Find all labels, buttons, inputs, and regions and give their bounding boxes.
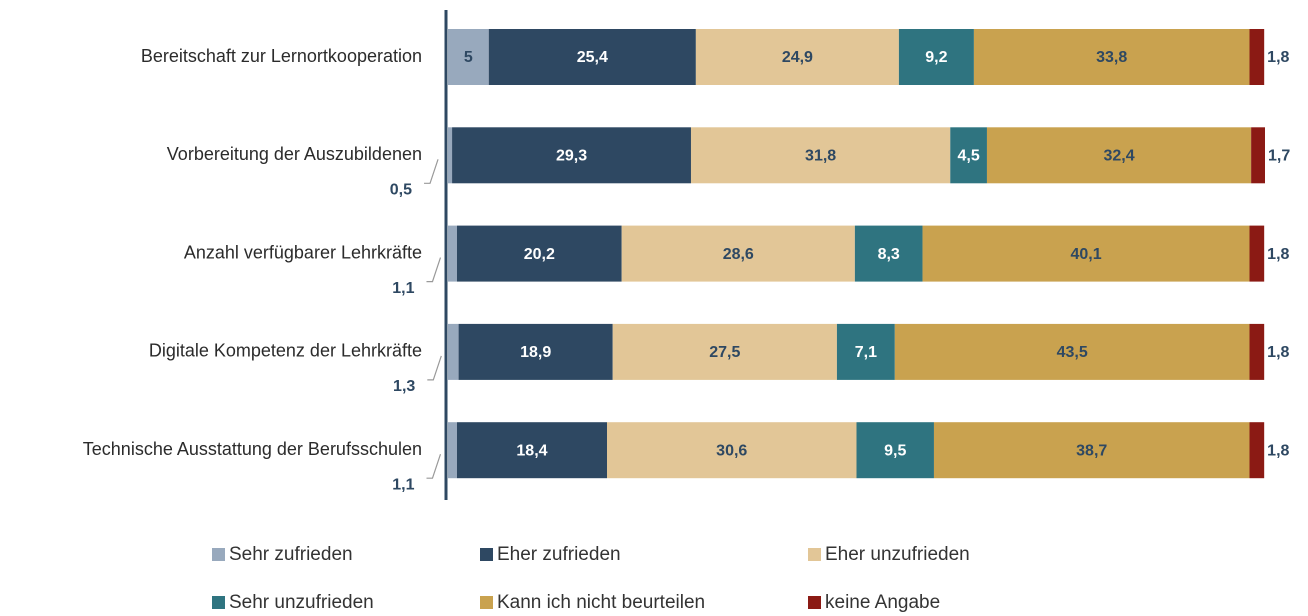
- bar-segment: [690, 127, 951, 184]
- data-label: 1,8: [1267, 344, 1289, 361]
- legend-swatch: [480, 548, 493, 561]
- legend-swatch: [808, 548, 821, 561]
- data-label: 38,7: [1076, 442, 1107, 459]
- legend-label: keine Angabe: [825, 592, 940, 613]
- bar-segment: [448, 127, 453, 184]
- data-label: 43,5: [1057, 344, 1088, 361]
- data-label: 24,9: [782, 49, 813, 66]
- bar-segment: [448, 422, 457, 479]
- data-label: 1,1: [392, 476, 414, 493]
- bar-segment: [898, 29, 974, 85]
- bar-segment: [695, 29, 899, 85]
- bar-segment: [854, 225, 923, 282]
- bar-segment: [856, 422, 934, 479]
- data-label: 1,1: [392, 280, 414, 297]
- data-label: 5: [464, 49, 473, 66]
- legend-swatch: [212, 596, 225, 609]
- legend-swatch: [212, 548, 225, 561]
- data-label: 25,4: [577, 49, 608, 66]
- data-label: 33,8: [1096, 49, 1127, 66]
- bar-segment: [1249, 29, 1265, 85]
- bar-segment: [986, 127, 1252, 184]
- bar-segment: [922, 225, 1250, 282]
- data-label: 0,5: [390, 182, 412, 199]
- data-label: 20,2: [524, 246, 555, 263]
- legend-label: Sehr zufrieden: [229, 544, 353, 565]
- legend-label: Eher zufrieden: [497, 544, 621, 565]
- data-label: 4,5: [957, 148, 979, 165]
- bar-segment: [456, 422, 607, 479]
- category-label: Bereitschaft zur Lernortkooperation: [141, 46, 422, 66]
- category-label: Anzahl verfügbarer Lehrkräfte: [184, 242, 422, 262]
- leader-line: [427, 355, 442, 381]
- data-label: 1,3: [393, 378, 415, 395]
- data-label: 9,2: [925, 49, 947, 66]
- legend-label: Eher unzufrieden: [825, 544, 970, 565]
- data-label: 32,4: [1103, 148, 1134, 165]
- bar-segment: [950, 127, 987, 184]
- bar-segment: [448, 29, 489, 85]
- leader-line: [424, 159, 439, 184]
- data-label: 18,9: [520, 344, 551, 361]
- data-label: 9,5: [884, 442, 906, 459]
- data-label: 27,5: [709, 344, 740, 361]
- legend-swatch: [480, 596, 493, 609]
- legend-swatch: [808, 596, 821, 609]
- bar-segment: [894, 323, 1250, 380]
- data-label: 29,3: [556, 148, 587, 165]
- data-label: 31,8: [805, 148, 836, 165]
- data-label: 1,8: [1267, 246, 1289, 263]
- data-label: 8,3: [878, 246, 900, 263]
- data-label: 28,6: [723, 246, 754, 263]
- bar-segment: [606, 422, 857, 479]
- legend-label: Sehr unzufrieden: [229, 592, 374, 613]
- bar-segment: [621, 225, 855, 282]
- category-label: Digitale Kompetenz der Lehrkräfte: [149, 341, 422, 361]
- category-label: Technische Ausstattung der Berufsschulen: [83, 439, 422, 459]
- bar-segment: [1249, 422, 1265, 479]
- bar-segment: [448, 323, 459, 380]
- bar-segment: [448, 225, 457, 282]
- legend-label: Kann ich nicht beurteilen: [497, 592, 705, 613]
- data-label: 1,8: [1267, 442, 1289, 459]
- bar-segment: [458, 323, 613, 380]
- leader-line: [426, 454, 442, 479]
- data-label: 18,4: [516, 442, 547, 459]
- data-label: 40,1: [1070, 246, 1101, 263]
- data-label: 7,1: [855, 344, 877, 361]
- leader-line: [426, 257, 442, 283]
- data-label: 30,6: [716, 442, 747, 459]
- bar-segment: [612, 323, 837, 380]
- bar-segment: [1249, 225, 1265, 282]
- bar-segment: [973, 29, 1250, 85]
- bar-segment: [1251, 127, 1265, 184]
- bar-segment: [836, 323, 895, 380]
- bar-segment: [933, 422, 1250, 479]
- category-label: Vorbereitung der Auszubildenen: [167, 144, 422, 164]
- bar-segment: [452, 127, 691, 184]
- bar-segment: [1249, 323, 1265, 380]
- data-label: 1,8: [1267, 49, 1289, 66]
- bar-segment: [488, 29, 696, 85]
- data-label: 1,7: [1268, 148, 1290, 165]
- bar-segment: [456, 225, 622, 282]
